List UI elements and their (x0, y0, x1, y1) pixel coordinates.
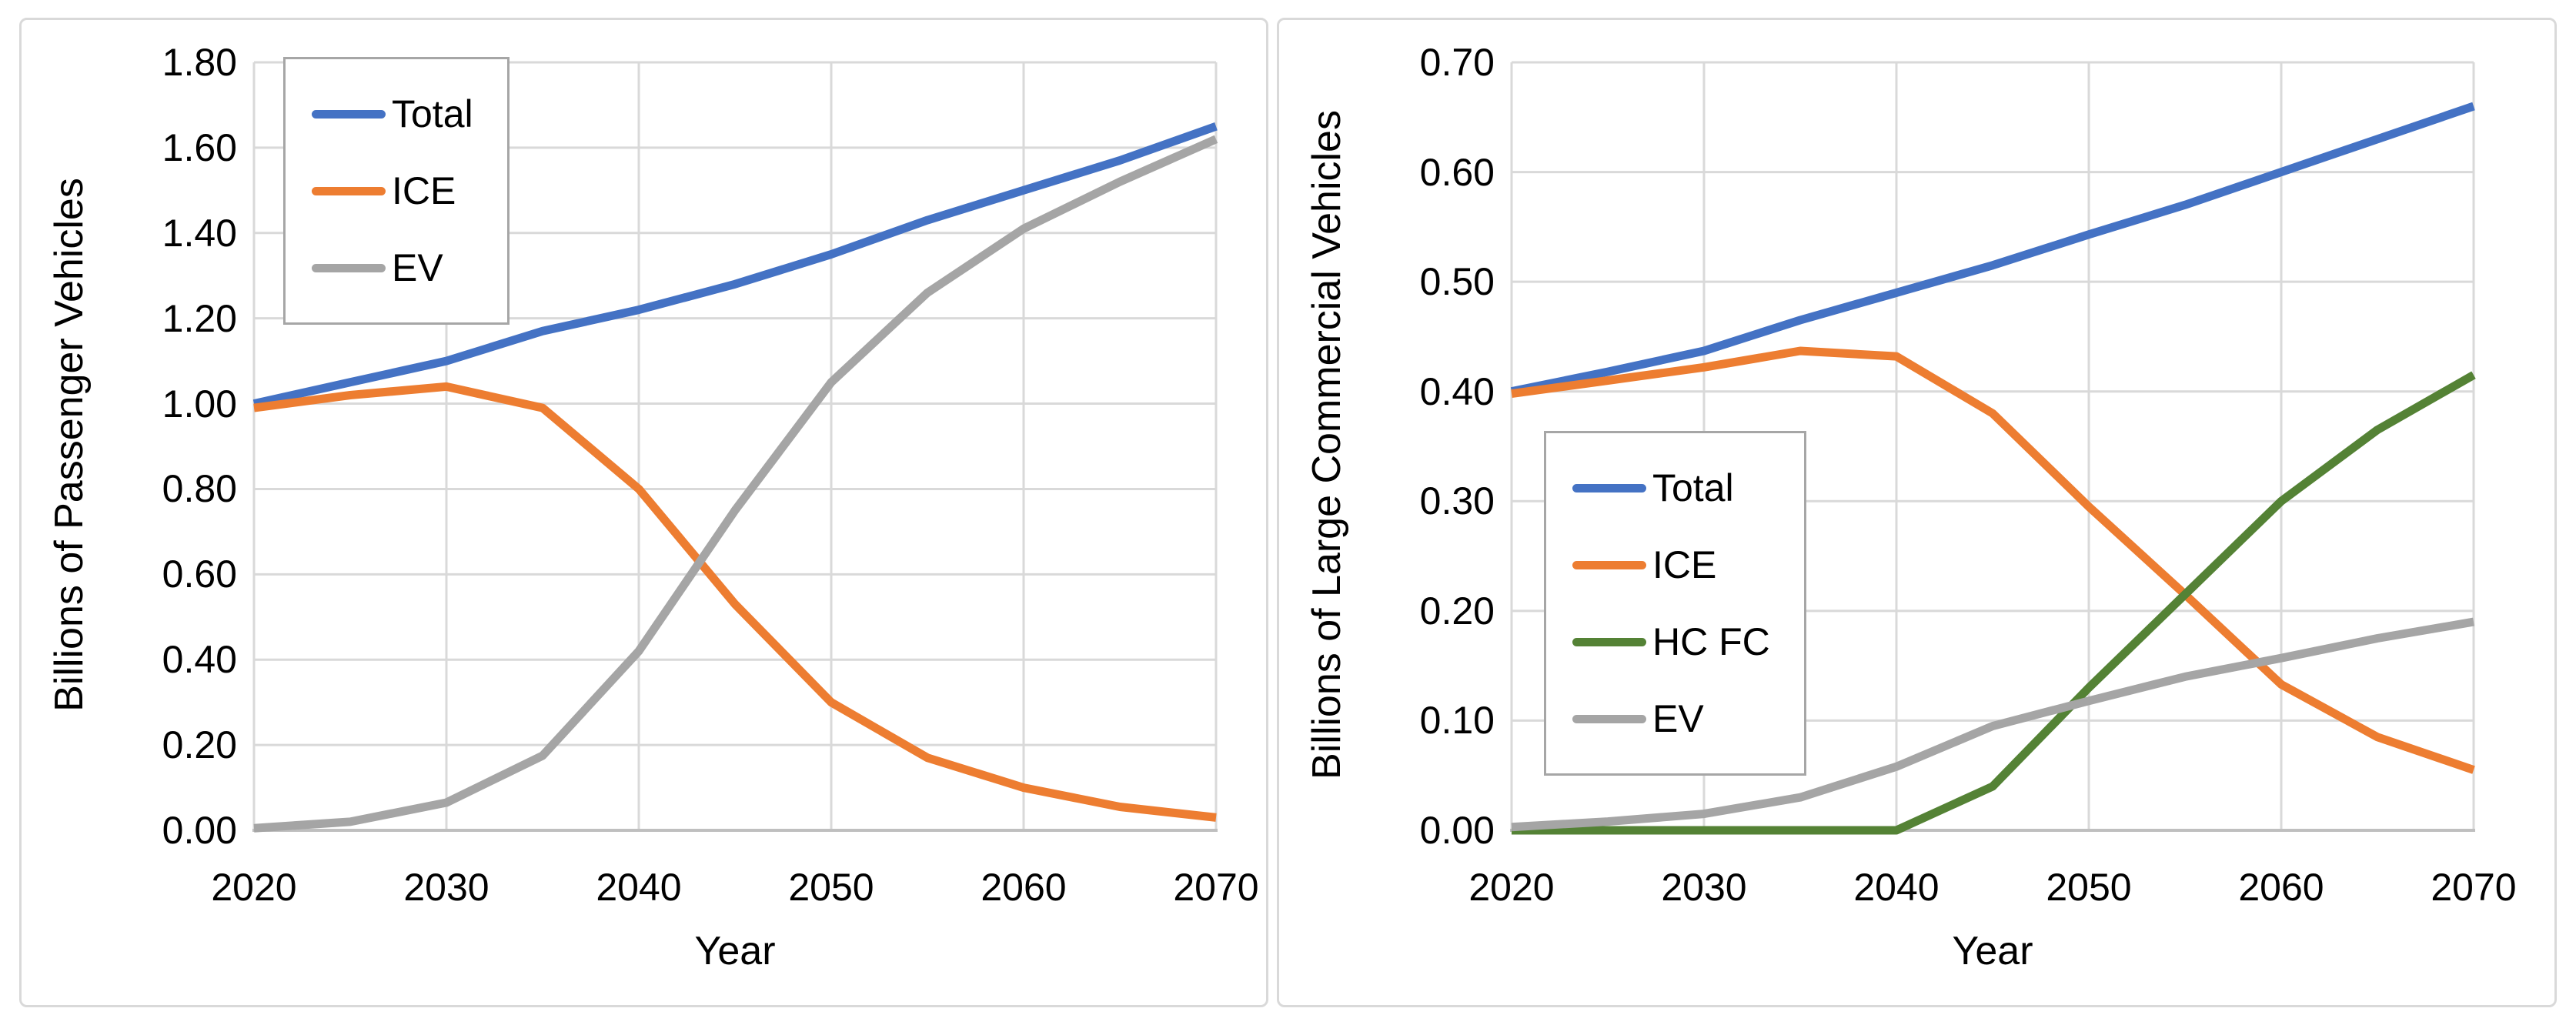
x-tick-label: 2050 (2046, 866, 2132, 909)
y-tick-label: 1.20 (162, 296, 237, 340)
y-tick-label: 0.80 (162, 467, 237, 511)
series-line-ev (1511, 617, 2474, 832)
x-tick-label: 2030 (1661, 866, 1747, 909)
y-tick-label: 0.10 (1419, 699, 1495, 743)
x-tick-label: 2060 (2238, 866, 2324, 909)
legend-line-swatch (1572, 560, 1646, 569)
x-tick-label: 2040 (596, 866, 682, 909)
y-tick-label: 0.70 (1419, 41, 1495, 84)
y-tick-label: 0.00 (162, 809, 237, 852)
legend-item-total: Total (312, 81, 473, 147)
y-tick-label: 0.60 (1419, 150, 1495, 194)
legend-item-hc-fc: HC FC (1572, 609, 1770, 675)
legend: Total ICE EV (283, 57, 510, 325)
legend-label: ICE (1652, 543, 1717, 586)
legend-line-swatch (312, 109, 386, 119)
legend-label: Total (1652, 466, 1734, 509)
y-tick-label: 1.80 (162, 41, 237, 84)
y-tick-label: 1.40 (162, 211, 237, 255)
legend-label: ICE (392, 169, 456, 212)
x-tick-label: 2020 (211, 866, 297, 909)
series-line-total (1510, 102, 2475, 396)
x-tick-label: 2070 (2431, 866, 2517, 909)
y-tick-label: 0.40 (1419, 369, 1495, 413)
legend-label: Total (392, 92, 473, 135)
plot-svg (1510, 61, 2476, 835)
x-tick-label: 2040 (1853, 866, 1940, 909)
x-tick-label: 2060 (981, 866, 1067, 909)
y-tick-label: 0.50 (1419, 260, 1495, 304)
legend-item-ice: ICE (312, 158, 473, 224)
chart-panel-passenger-vehicles: Billions of Passenger Vehicles 0.00 0.20 0… (19, 18, 1268, 1007)
x-tick-label: 2020 (1468, 866, 1555, 909)
series-line-total (252, 122, 1218, 408)
x-axis-title: Year (1952, 929, 2033, 973)
y-axis-title: Billions of Passenger Vehicles (47, 178, 92, 712)
legend-item-ev: EV (1572, 686, 1770, 752)
y-tick-label: 0.60 (162, 553, 237, 596)
legend-line-swatch (312, 186, 386, 195)
y-axis-title: Billions of Large Commercial Vehicles (1305, 110, 1349, 780)
y-tick-label: 0.40 (162, 638, 237, 682)
legend-line-swatch (1572, 483, 1646, 492)
y-tick-label: 1.60 (162, 125, 237, 169)
plot-area (1510, 61, 2476, 835)
legend-line-swatch (1572, 714, 1646, 723)
legend: Total ICE HC FC EV (1544, 431, 1806, 776)
series-line-ice (1511, 346, 2475, 774)
x-tick-label: 2050 (788, 866, 874, 909)
legend-label: EV (1652, 697, 1704, 740)
series-line-ice (253, 382, 1217, 822)
legend-line-swatch (312, 263, 386, 272)
series-line-hc-fc (1512, 371, 2476, 835)
legend-item-ice: ICE (1572, 532, 1770, 598)
y-tick-label: 0.20 (162, 723, 237, 767)
chart-panel-large-commercial-vehicles: Billions of Large Commercial Vehicles 0.… (1277, 18, 2557, 1007)
x-axis-title: Year (694, 929, 776, 973)
legend-label: HC FC (1652, 620, 1770, 663)
x-tick-label: 2030 (403, 866, 489, 909)
legend-label: EV (392, 246, 443, 289)
y-tick-label: 1.00 (162, 382, 237, 426)
legend-item-ev: EV (312, 235, 473, 301)
legend-item-total: Total (1572, 455, 1770, 521)
series-line-ev (253, 135, 1218, 833)
y-tick-label: 0.00 (1419, 809, 1495, 852)
y-tick-label: 0.20 (1419, 589, 1495, 633)
legend-line-swatch (1572, 637, 1646, 646)
y-tick-label: 0.30 (1419, 479, 1495, 523)
